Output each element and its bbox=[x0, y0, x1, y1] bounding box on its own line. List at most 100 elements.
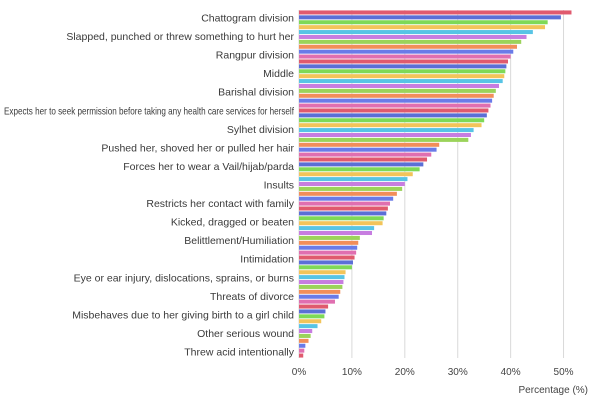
category-label: Slapped, punched or threw something to h… bbox=[66, 31, 294, 43]
bar bbox=[299, 34, 527, 39]
bar bbox=[299, 255, 355, 260]
category-label: Middle bbox=[263, 68, 294, 80]
category-label: Chattogram division bbox=[201, 13, 294, 25]
bar bbox=[299, 324, 318, 329]
bar bbox=[299, 270, 346, 275]
category-label: Threats of divorce bbox=[210, 291, 294, 303]
bar bbox=[299, 103, 491, 108]
bar bbox=[299, 25, 546, 30]
x-tick-label: 40% bbox=[501, 367, 521, 378]
bar bbox=[299, 226, 375, 231]
category-label: Kicked, dragged or beaten bbox=[171, 217, 294, 229]
category-label: Barishal division bbox=[218, 87, 294, 99]
bar bbox=[299, 245, 358, 250]
x-tick-label: 50% bbox=[554, 367, 574, 378]
bar bbox=[299, 64, 507, 69]
bar bbox=[299, 329, 313, 334]
bar bbox=[299, 167, 420, 172]
category-label: Pushed her, shoved her or pulled her hai… bbox=[101, 142, 294, 154]
category-label: Threw acid intentionally bbox=[184, 347, 294, 359]
bar bbox=[299, 250, 357, 255]
bar bbox=[299, 240, 359, 245]
bar bbox=[299, 152, 432, 157]
bar bbox=[299, 59, 508, 64]
bar bbox=[299, 118, 485, 123]
bar bbox=[299, 280, 344, 285]
category-labels: Chattogram division Slapped, punched or t… bbox=[4, 13, 295, 359]
bar bbox=[299, 172, 413, 177]
category-label: Insults bbox=[264, 180, 294, 192]
bar bbox=[299, 304, 329, 309]
bar bbox=[299, 69, 506, 74]
category-label: Forces her to wear a Vail/hijab/parda bbox=[123, 161, 294, 173]
bar bbox=[299, 142, 440, 147]
bar bbox=[299, 260, 353, 265]
bar bbox=[299, 177, 408, 182]
x-tick-label: 30% bbox=[448, 367, 468, 378]
bar bbox=[299, 231, 373, 236]
x-tick-labels: 0% 10% 20% 30% 40% 50% bbox=[292, 367, 574, 378]
bar bbox=[299, 108, 489, 113]
x-tick-label: 0% bbox=[292, 367, 307, 378]
bar bbox=[299, 49, 514, 54]
category-label: Other serious wound bbox=[197, 328, 294, 340]
bar bbox=[299, 191, 397, 196]
bar bbox=[299, 147, 437, 152]
bar bbox=[299, 83, 499, 88]
bar bbox=[299, 289, 341, 294]
bar bbox=[299, 132, 471, 137]
bar bbox=[299, 186, 403, 191]
bar bbox=[299, 10, 572, 15]
bar bbox=[299, 128, 474, 133]
x-tick-label: 10% bbox=[342, 367, 362, 378]
bar bbox=[299, 216, 384, 221]
bar bbox=[299, 348, 305, 353]
bar bbox=[299, 98, 493, 103]
bar bbox=[299, 54, 511, 59]
bar bbox=[299, 275, 345, 280]
bar bbox=[299, 39, 522, 44]
bar bbox=[299, 88, 496, 93]
category-label: Intimidation bbox=[240, 254, 294, 266]
category-label: Expects her to seek permission before ta… bbox=[4, 105, 294, 117]
bar bbox=[299, 20, 548, 25]
bar bbox=[299, 211, 387, 216]
category-label: Restricts her contact with family bbox=[146, 198, 294, 210]
bar bbox=[299, 201, 390, 206]
bar bbox=[299, 299, 335, 304]
bar-layer bbox=[299, 10, 572, 358]
bar bbox=[299, 15, 561, 20]
bar bbox=[299, 338, 309, 343]
category-label: Misbehaves due to her giving birth to a … bbox=[72, 309, 294, 321]
bar bbox=[299, 30, 533, 35]
bar bbox=[299, 343, 306, 348]
bar bbox=[299, 353, 304, 358]
bar bbox=[299, 93, 494, 98]
category-label: Sylhet division bbox=[227, 124, 294, 136]
bar bbox=[299, 309, 326, 314]
bar bbox=[299, 206, 388, 211]
bar bbox=[299, 333, 311, 338]
bar bbox=[299, 294, 339, 299]
bar bbox=[299, 162, 424, 167]
bar bbox=[299, 137, 469, 142]
bar bbox=[299, 157, 428, 162]
bar bbox=[299, 284, 343, 289]
category-label: Rangpur division bbox=[216, 50, 294, 62]
bar bbox=[299, 196, 394, 201]
bar bbox=[299, 123, 482, 128]
bar bbox=[299, 113, 487, 118]
bar bbox=[299, 221, 383, 226]
x-tick-label: 20% bbox=[395, 367, 415, 378]
bar bbox=[299, 181, 405, 187]
bar bbox=[299, 314, 325, 319]
bar bbox=[299, 319, 322, 324]
bar bbox=[299, 235, 360, 240]
bar bbox=[299, 74, 505, 79]
bar bbox=[299, 265, 352, 270]
x-axis-title: Percentage (%) bbox=[519, 385, 588, 396]
category-label: Eye or ear injury, dislocations, sprains… bbox=[74, 272, 294, 284]
category-label: Belittlement/Humiliation bbox=[184, 235, 294, 247]
